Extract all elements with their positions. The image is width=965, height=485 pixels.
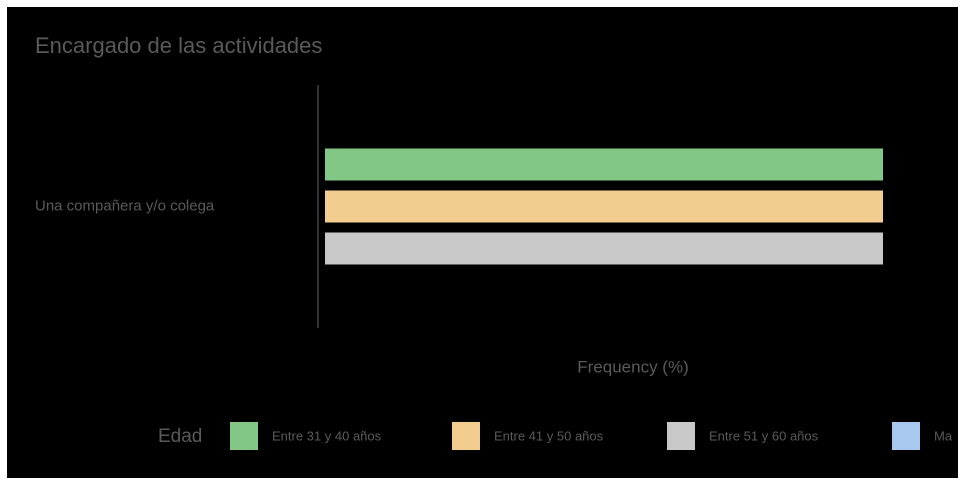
legend-swatch	[892, 422, 920, 450]
legend-swatch	[667, 422, 695, 450]
legend-label: Entre 51 y 60 años	[709, 428, 819, 443]
legend-label: Ma	[934, 428, 953, 443]
y-tick-label: Una compañera y/o colega	[35, 197, 215, 214]
legend-swatch	[230, 422, 258, 450]
chart-title: Encargado de las actividades	[35, 33, 322, 58]
legend-title: Edad	[158, 426, 202, 447]
legend-label: Entre 41 y 50 años	[494, 428, 604, 443]
bar	[325, 190, 883, 223]
bar	[325, 148, 883, 181]
bar	[325, 232, 883, 265]
legend-swatch	[452, 422, 480, 450]
x-axis-label: Frequency (%)	[577, 357, 688, 376]
legend-label: Entre 31 y 40 años	[272, 428, 382, 443]
